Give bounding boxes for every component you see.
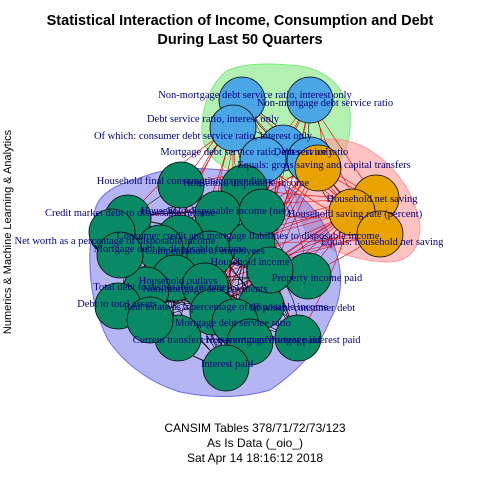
node-label: Credit market debt to disposable income: [45, 208, 215, 219]
node-green: [238, 188, 286, 236]
node-label: Mortgage debt service ratio, interest on…: [160, 147, 334, 158]
node-label: Total debt to disposable income: [93, 282, 227, 293]
node-green: [96, 231, 144, 279]
node-label: Non-mortgage debt payments: [143, 284, 268, 295]
node-labels: Non-mortgage debt service ratio, interes…: [15, 90, 445, 370]
chart-title-line-2: During Last 50 Quarters: [157, 32, 323, 48]
node-label: Interest paid: [201, 359, 254, 370]
node-green: [126, 296, 174, 344]
node-orange: [294, 144, 342, 192]
node-label: Household disposable income (net): [141, 206, 290, 217]
node-label: Debt service ratio: [274, 147, 349, 158]
caption-source: CANSIM Tables 378/71/72/73/123: [164, 421, 346, 435]
node-blue: [209, 104, 257, 152]
node-label: Non-mortgage debt service ratio, interes…: [158, 90, 352, 101]
node-label: Household income: [210, 257, 289, 268]
node-label: Household final consumption expenditure: [97, 176, 274, 187]
node-label: Of which: consumer debt service ratio, i…: [94, 131, 313, 142]
node-label: Net worth as a percentage of disposable …: [15, 236, 216, 247]
node-label: Debt to total assets: [77, 299, 157, 310]
node-label: Equals: household net saving: [321, 237, 445, 248]
node-blue: [286, 76, 334, 124]
node-label: Compensation of employees: [145, 246, 265, 257]
chart-title-line-1: Statistical Interaction of Income, Consu…: [46, 13, 434, 29]
node-label: Household saving rate (percent): [288, 209, 423, 220]
node-green: [202, 344, 250, 392]
node-label: Mortgage interest paid: [265, 335, 361, 346]
node-label: Of which: consumer debt: [249, 303, 356, 314]
node-label: Equals: gross saving and capital transfe…: [237, 160, 411, 171]
caption-note: As Is Data (_oio_): [206, 436, 304, 450]
node-label: Household net saving: [327, 194, 419, 205]
node-label: Mortgage debt service ratio: [175, 318, 291, 329]
node-label: Current transfers to government: [133, 335, 268, 346]
node-green: [274, 314, 322, 362]
node-label: Non-mortgage debt service ratio: [257, 98, 393, 109]
node-label: Consumer credit and mortgage liabilities…: [117, 231, 380, 242]
node-label: Mortgage debt to disposable income: [94, 244, 247, 255]
node-green: [246, 246, 294, 294]
node-label: Non-mortgage interest paid: [205, 335, 321, 346]
caption-timestamp: Sat Apr 14 18:16:12 2018: [186, 451, 324, 465]
node-label: Household disposable income: [183, 178, 309, 189]
network-nodes: [88, 76, 404, 392]
node-label: Property income paid: [272, 273, 363, 284]
node-orange: [356, 210, 404, 258]
node-label: Real estate as a percentage of disposabl…: [124, 302, 329, 313]
node-label: Household outlays: [139, 276, 217, 287]
node-label: Debt service ratio, interest only: [147, 114, 280, 125]
node-green: [157, 161, 205, 209]
